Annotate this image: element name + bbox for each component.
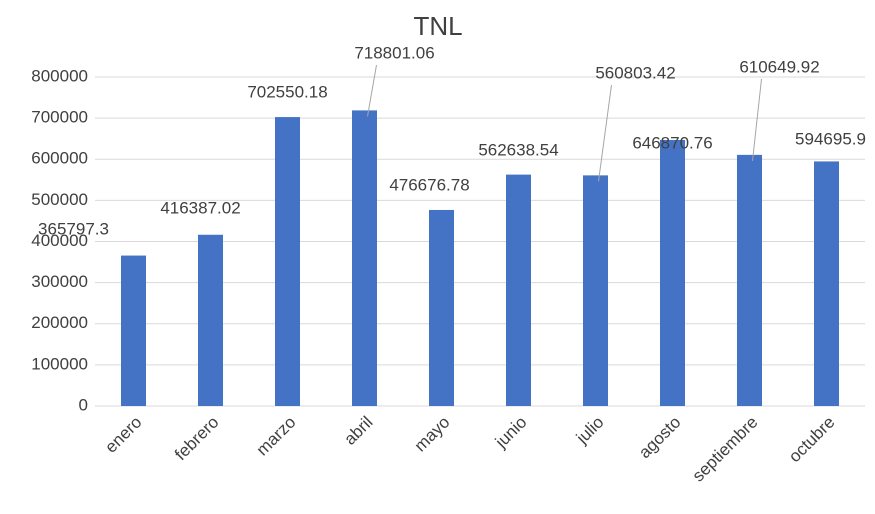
x-tick-label: junio bbox=[491, 413, 531, 453]
bar bbox=[506, 174, 531, 406]
bar bbox=[121, 255, 146, 406]
y-tick-label: 800000 bbox=[31, 66, 88, 85]
x-tick-label: agosto bbox=[635, 413, 685, 463]
x-tick-label: mayo bbox=[411, 413, 454, 456]
leader-line bbox=[752, 78, 762, 161]
data-label: 562638.54 bbox=[478, 140, 558, 159]
y-tick-label: 0 bbox=[79, 395, 88, 414]
data-label: 646870.76 bbox=[632, 133, 712, 152]
x-tick-label: marzo bbox=[253, 413, 300, 460]
y-tick-label: 400000 bbox=[31, 231, 88, 250]
data-label: 594695.9 bbox=[795, 129, 866, 148]
y-tick-label: 700000 bbox=[31, 108, 88, 127]
y-tick-label: 100000 bbox=[31, 354, 88, 373]
bar bbox=[583, 175, 608, 406]
bar bbox=[275, 117, 300, 407]
data-label: 416387.02 bbox=[160, 198, 240, 217]
y-tick-label: 500000 bbox=[31, 190, 88, 209]
chart-title: TNL bbox=[413, 11, 462, 41]
leader-line bbox=[367, 64, 377, 117]
leader-line bbox=[598, 84, 612, 182]
x-tick-label: septiembre bbox=[689, 413, 762, 486]
x-tick-label: abril bbox=[340, 413, 376, 449]
data-label: 702550.18 bbox=[247, 82, 327, 101]
bar bbox=[737, 154, 762, 406]
y-tick-label: 600000 bbox=[31, 149, 88, 168]
data-label: 560803.42 bbox=[595, 63, 675, 82]
x-tick-label: enero bbox=[101, 413, 145, 457]
data-label: 610649.92 bbox=[739, 57, 819, 76]
bar bbox=[352, 110, 377, 406]
y-tick-label: 300000 bbox=[31, 272, 88, 291]
x-tick-label: julio bbox=[572, 413, 608, 449]
bar bbox=[198, 234, 223, 406]
bar bbox=[429, 209, 454, 406]
x-tick-label: febrero bbox=[171, 413, 223, 465]
x-tick-label: octubre bbox=[785, 413, 839, 467]
y-tick-label: 200000 bbox=[31, 313, 88, 332]
data-label: 365797.3 bbox=[38, 219, 109, 238]
bar bbox=[660, 139, 685, 406]
data-label: 718801.06 bbox=[354, 43, 434, 62]
bar bbox=[814, 161, 839, 406]
data-label: 476676.78 bbox=[389, 175, 469, 194]
